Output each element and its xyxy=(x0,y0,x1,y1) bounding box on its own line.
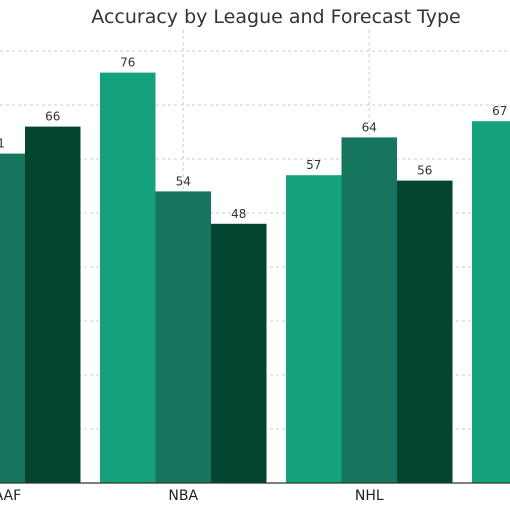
data-label: 76 xyxy=(120,56,135,70)
bar xyxy=(341,137,397,483)
data-label: 61 xyxy=(0,137,5,151)
x-tick-label: NBA xyxy=(168,488,198,504)
data-label: 67 xyxy=(492,104,507,118)
bar xyxy=(100,72,156,483)
x-tick-label: NHL xyxy=(355,488,384,504)
bar xyxy=(155,191,211,483)
data-label: 64 xyxy=(362,120,377,134)
data-label: 56 xyxy=(417,164,432,178)
chart-title: Accuracy by League and Forecast Type xyxy=(91,6,460,28)
data-label: 54 xyxy=(176,174,191,188)
bars-layer xyxy=(0,72,510,484)
bar xyxy=(0,153,25,483)
bar xyxy=(472,121,510,483)
bar xyxy=(286,175,342,483)
data-label: 66 xyxy=(45,110,60,124)
data-label: 57 xyxy=(306,158,321,172)
bar xyxy=(397,180,453,483)
labels-layer: 636166NCAAF765448NBA576456NHL675960MLB xyxy=(0,56,507,504)
x-tick-label: NCAAF xyxy=(0,488,21,504)
bar xyxy=(25,126,81,483)
bar xyxy=(211,223,267,484)
data-label: 48 xyxy=(231,207,246,221)
